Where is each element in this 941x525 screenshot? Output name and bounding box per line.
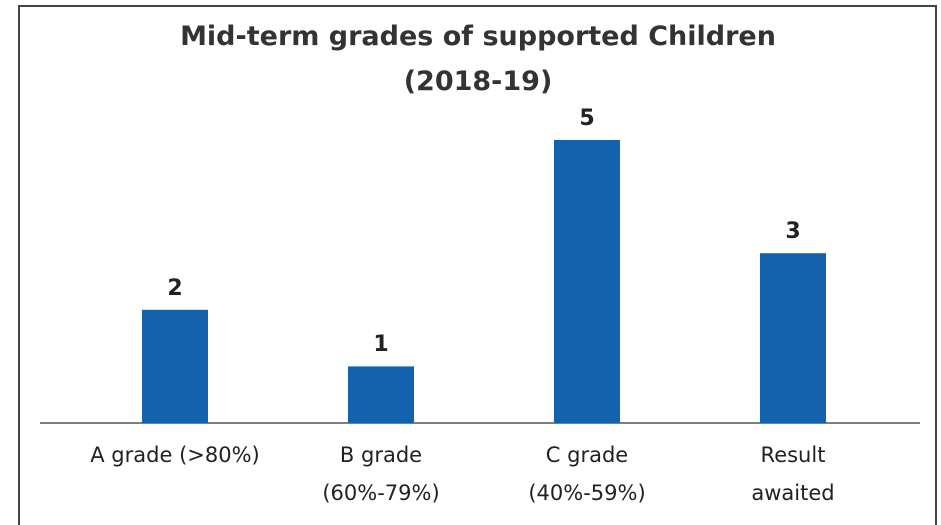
x-tick-label: Result awaited	[751, 443, 835, 505]
x-tick-label: A grade (>80%)	[90, 443, 260, 467]
chart-frame	[18, 5, 937, 525]
data-label: 2	[167, 275, 183, 301]
data-label: 5	[579, 106, 595, 131]
data-label: 3	[785, 219, 801, 245]
bar	[348, 366, 414, 423]
data-label: 1	[373, 332, 389, 358]
x-tick-label: B grade (60%-79%)	[322, 443, 440, 505]
bar	[142, 309, 208, 423]
x-tick-label: C grade (40%-59%)	[528, 443, 646, 505]
bar	[554, 140, 620, 423]
chart-title: Mid-term grades of supported Children (2…	[180, 21, 776, 97]
bar	[760, 253, 826, 423]
